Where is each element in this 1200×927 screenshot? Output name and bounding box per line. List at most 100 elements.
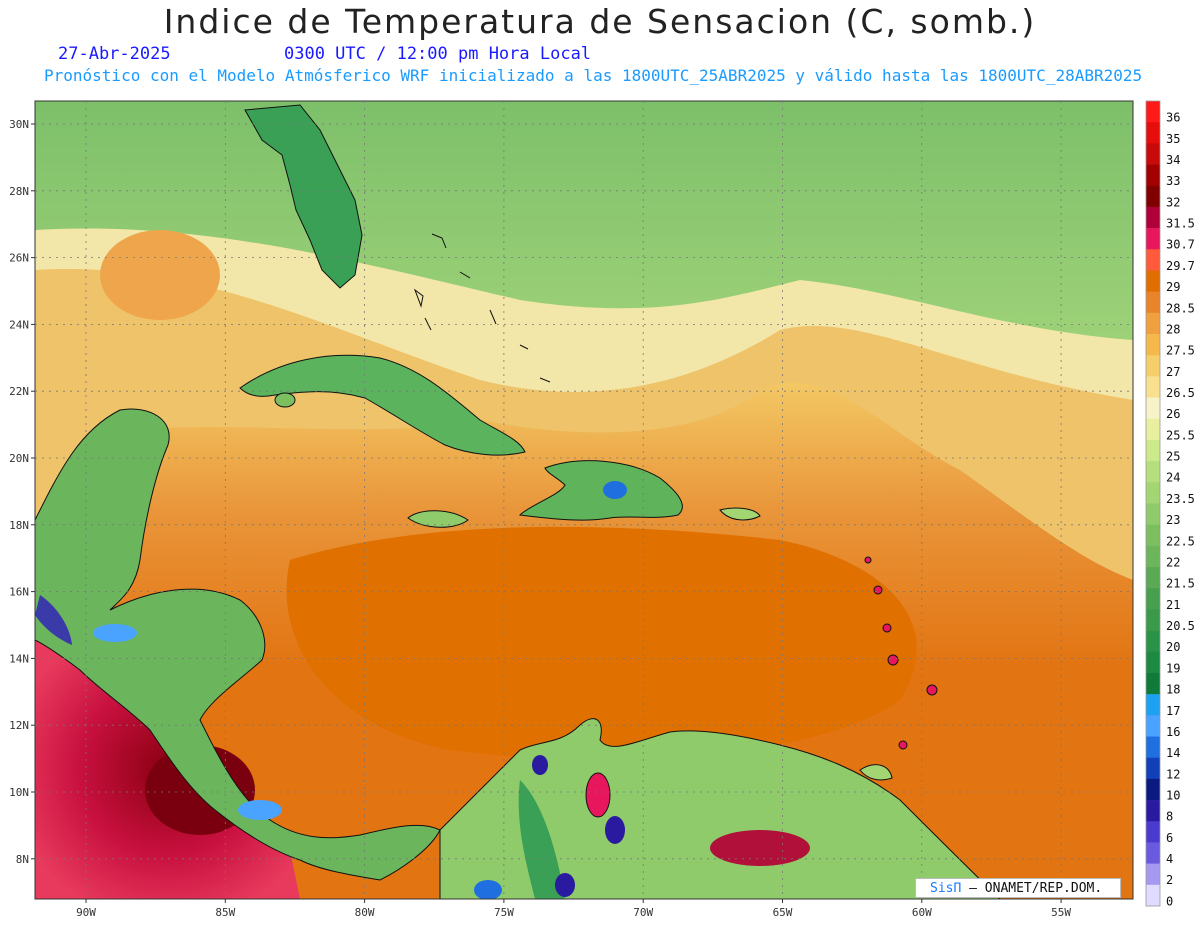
colorbar-swatch xyxy=(1146,228,1160,250)
lat-label: 14N xyxy=(9,652,29,665)
costa-rica-cool-spot xyxy=(238,800,282,820)
colorbar-label: 12 xyxy=(1166,767,1180,781)
color-scale-bar: 363534333231.530.729.72928.52827.52726.5… xyxy=(1145,100,1195,908)
colorbar-swatch xyxy=(1146,312,1160,335)
colorbar-label: 24 xyxy=(1166,471,1180,485)
colorbar-label: 6 xyxy=(1166,831,1173,845)
florida-land xyxy=(244,104,363,289)
colorbar-label: 27 xyxy=(1166,365,1180,379)
colorbar-swatch xyxy=(1146,376,1160,398)
lesser-antilles xyxy=(864,556,938,750)
colorbar-label: 33 xyxy=(1166,174,1180,188)
colorbar-label: 19 xyxy=(1166,661,1180,675)
credit-badge: SisΠ – ONAMET/REP.DOM. xyxy=(915,878,1121,898)
colorbar-label: 22 xyxy=(1166,555,1180,569)
colorbar-label: 29.7 xyxy=(1166,259,1195,273)
colorbar-label: 23 xyxy=(1166,513,1180,527)
map-frame xyxy=(34,100,1134,900)
lake-maracaibo xyxy=(585,772,611,818)
colorbar-swatch xyxy=(1146,185,1160,208)
colorbar-swatch xyxy=(1146,524,1160,547)
colorbar-label: 35 xyxy=(1166,132,1180,146)
colorbar-swatch xyxy=(1146,291,1160,314)
cuba-land xyxy=(239,354,526,456)
colorbar-swatch xyxy=(1146,778,1160,801)
colorbar-swatch xyxy=(1146,122,1160,144)
colorbar-label: 18 xyxy=(1166,683,1180,697)
andes-cool-spot-2 xyxy=(555,873,575,897)
model-subtitle: Pronóstico con el Modelo Atmósferico WRF… xyxy=(44,66,1143,85)
onamet-credit: – ONAMET/REP.DOM. xyxy=(969,881,1103,896)
colorbar-swatch xyxy=(1146,672,1160,695)
caribbean-core-field xyxy=(286,526,917,760)
bahamas-islands xyxy=(413,233,551,383)
lat-label: 28N xyxy=(9,185,29,198)
isla-de-la-juventud xyxy=(274,392,296,408)
colorbar-swatch xyxy=(1146,143,1160,165)
andes-cool-spot-1 xyxy=(605,816,625,844)
lat-label: 12N xyxy=(9,719,29,732)
colorbar-swatch xyxy=(1146,206,1160,229)
colorbar-label: 30.7 xyxy=(1166,238,1195,252)
lon-label: 60W xyxy=(912,906,932,919)
longitude-labels: 90W 85W 80W 75W 70W 65W 60W 55W xyxy=(76,899,1071,919)
colorbar-swatch xyxy=(1146,397,1160,420)
colorbar-swatch xyxy=(1146,736,1160,759)
lat-label: 20N xyxy=(9,452,29,465)
colorbar-label: 0 xyxy=(1166,894,1173,908)
colorbar-label: 23.5 xyxy=(1166,492,1195,506)
lat-label: 26N xyxy=(9,252,29,265)
colorbar-label: 10 xyxy=(1166,788,1180,802)
colorbar-label: 26.5 xyxy=(1166,386,1195,400)
colorbar-swatch xyxy=(1146,715,1160,737)
colorbar-swatch xyxy=(1146,884,1160,907)
lon-label: 65W xyxy=(773,906,793,919)
colorbar-swatch xyxy=(1146,545,1160,568)
lat-label: 30N xyxy=(9,118,29,131)
colorbar-swatch xyxy=(1146,757,1160,780)
colorbar-label: 26 xyxy=(1166,407,1180,421)
colorbar-swatch xyxy=(1146,800,1160,822)
honduras-cool-spot xyxy=(93,624,137,642)
lon-label: 75W xyxy=(494,906,514,919)
colorbar-swatch xyxy=(1146,609,1160,631)
colorbar-label: 21.5 xyxy=(1166,577,1195,591)
guatemala-cool-spot xyxy=(35,595,72,645)
colorbar-swatch xyxy=(1146,461,1160,483)
colorbar-label: 27.5 xyxy=(1166,344,1195,358)
colorbar-label: 2 xyxy=(1166,873,1173,887)
colorbar-label: 25 xyxy=(1166,450,1180,464)
map-field xyxy=(35,101,1133,899)
colorbar-swatch xyxy=(1146,355,1160,377)
colorbar-label: 17 xyxy=(1166,704,1180,718)
lon-label: 90W xyxy=(76,906,96,919)
colorbar-swatch xyxy=(1146,694,1160,716)
colorbar-swatch xyxy=(1146,482,1160,504)
colorbar-swatch xyxy=(1146,651,1160,674)
colorbar-swatch xyxy=(1146,101,1160,123)
colorbar-frame xyxy=(1145,100,1161,907)
lat-label: 16N xyxy=(9,586,29,599)
lat-label: 8N xyxy=(16,853,29,866)
sispi-logo-text: SisΠ xyxy=(930,881,962,896)
colorbar-swatch xyxy=(1146,503,1160,525)
colorbar-swatch xyxy=(1146,821,1160,843)
sierra-nevada-cool-spot xyxy=(532,755,548,775)
andes-cool-band xyxy=(518,780,565,899)
colorbar-label: 25.5 xyxy=(1166,428,1195,442)
lat-label: 18N xyxy=(9,519,29,532)
colorbar-label: 31.5 xyxy=(1166,217,1195,231)
colorbar-label: 8 xyxy=(1166,810,1173,824)
colorbar-swatch xyxy=(1146,249,1160,271)
colorbar-swatch xyxy=(1146,863,1160,886)
colorbar-label: 34 xyxy=(1166,153,1180,167)
colorbar-swatch xyxy=(1146,567,1160,589)
lon-label: 80W xyxy=(355,906,375,919)
lon-label: 85W xyxy=(215,906,235,919)
andes-cool-spot-3 xyxy=(474,880,502,899)
colorbar-label: 14 xyxy=(1166,746,1180,760)
trinidad-land xyxy=(859,764,893,781)
colorbar-swatch xyxy=(1146,439,1160,462)
chart-title: Indice de Temperatura de Sensacion (C, s… xyxy=(163,2,1037,41)
